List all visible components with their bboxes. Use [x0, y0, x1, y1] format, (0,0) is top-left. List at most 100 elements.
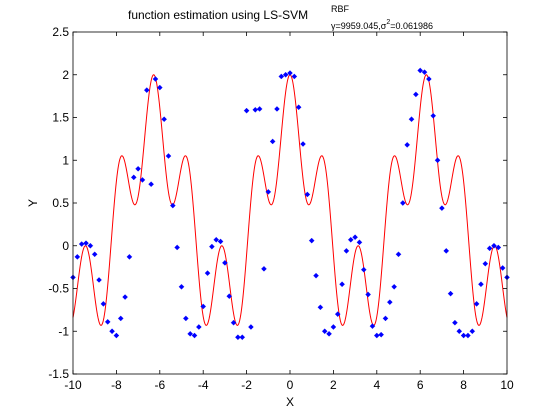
- data-point: [339, 281, 345, 288]
- data-points-group: [70, 67, 510, 341]
- data-point: [413, 91, 419, 98]
- data-point: [447, 290, 454, 297]
- data-point: [308, 237, 315, 244]
- data-point: [304, 191, 311, 198]
- data-point: [217, 238, 224, 245]
- data-point: [313, 272, 319, 279]
- data-point: [391, 283, 397, 290]
- data-point: [143, 87, 150, 93]
- data-point: [417, 67, 424, 74]
- x-tick-label: -10: [64, 378, 82, 392]
- data-point: [426, 76, 432, 82]
- data-point: [113, 332, 120, 339]
- data-point: [360, 266, 367, 273]
- y-tick-label: 0.5: [52, 196, 69, 210]
- data-point: [495, 244, 502, 251]
- data-point: [91, 251, 98, 258]
- x-tick-label: 8: [460, 378, 467, 392]
- chart-title: function estimation using LS-SVM RBF γ=9…: [128, 4, 433, 31]
- y-axis-label: Y: [26, 199, 40, 207]
- data-point: [230, 319, 237, 326]
- data-point: [265, 189, 272, 195]
- data-point: [443, 248, 450, 254]
- data-point: [434, 157, 441, 164]
- data-point: [473, 301, 480, 307]
- x-tick-label: -2: [241, 378, 252, 392]
- data-point: [130, 174, 137, 181]
- data-point: [387, 299, 393, 305]
- data-point: [261, 266, 267, 272]
- data-point: [87, 242, 94, 249]
- data-point: [256, 106, 263, 112]
- data-point: [365, 291, 371, 298]
- data-point: [404, 142, 410, 148]
- x-axis-label: X: [286, 395, 294, 409]
- data-point: [321, 328, 328, 335]
- data-point: [395, 251, 402, 258]
- data-point: [269, 138, 276, 145]
- y-tick-label: -1: [58, 324, 69, 338]
- chart-title-sigma-power: 2: [386, 19, 390, 26]
- data-point: [291, 73, 298, 80]
- data-point: [356, 239, 363, 246]
- data-point: [161, 116, 167, 123]
- y-tick-label: 1.5: [52, 111, 69, 125]
- data-point: [378, 331, 384, 338]
- data-point: [330, 324, 337, 330]
- data-point: [486, 245, 493, 252]
- x-tick-label: 2: [330, 378, 337, 392]
- data-point: [295, 104, 302, 111]
- data-point: [183, 315, 189, 322]
- data-point: [96, 277, 102, 283]
- data-point: [343, 248, 350, 254]
- data-point: [100, 301, 107, 307]
- data-point: [334, 311, 341, 317]
- data-point: [287, 70, 293, 76]
- data-point: [243, 107, 250, 114]
- data-point: [369, 323, 376, 329]
- data-point: [460, 332, 467, 339]
- data-point: [239, 334, 246, 341]
- data-point: [491, 242, 497, 249]
- data-point: [148, 181, 154, 188]
- y-tick-label: 0: [62, 239, 69, 253]
- x-tick-label: 0: [287, 378, 294, 392]
- data-point: [326, 331, 332, 337]
- plot-area: [73, 32, 507, 374]
- data-point: [452, 319, 458, 326]
- data-point: [248, 324, 254, 330]
- data-point: [465, 332, 471, 339]
- data-point: [83, 240, 89, 246]
- data-point: [400, 200, 406, 206]
- data-point: [439, 205, 445, 211]
- data-point: [191, 332, 198, 339]
- data-point: [421, 69, 428, 75]
- x-tick-label: 4: [373, 378, 380, 392]
- data-point: [278, 73, 285, 80]
- data-point: [156, 84, 163, 91]
- y-tick-label: 2: [62, 68, 69, 82]
- data-point: [300, 141, 306, 147]
- data-point: [174, 244, 180, 251]
- x-tick-label: 10: [500, 378, 514, 392]
- data-point: [139, 177, 146, 183]
- data-point: [408, 116, 415, 123]
- data-point: [430, 112, 437, 119]
- chart-title-gamma: γ=9959.045,σ: [331, 21, 387, 31]
- data-point: [104, 319, 111, 325]
- y-tick-label: -1.5: [48, 367, 69, 381]
- y-tick-label: 2.5: [52, 25, 69, 39]
- data-point: [135, 165, 141, 172]
- data-point: [187, 331, 193, 337]
- data-point: [235, 334, 241, 341]
- y-tick-label: 1: [62, 153, 69, 167]
- data-point: [152, 76, 159, 82]
- data-point: [178, 283, 185, 290]
- x-tick-label: 6: [417, 378, 424, 392]
- data-point: [352, 234, 358, 241]
- data-point: [109, 328, 115, 335]
- y-axis-ticks: -1.5 -1 -0.5 0 0.5 1 1.5 2 2.5: [48, 25, 507, 381]
- x-tick-label: -6: [154, 378, 165, 392]
